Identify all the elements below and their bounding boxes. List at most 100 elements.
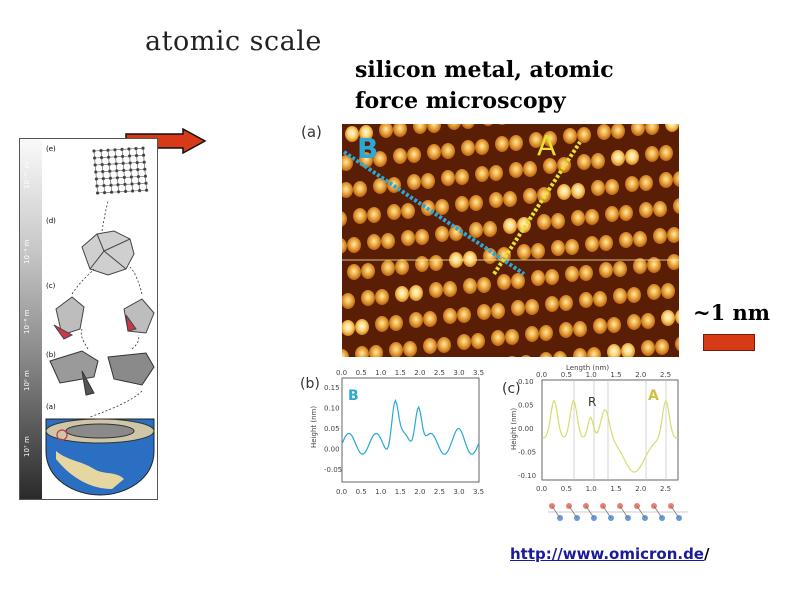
afm-atom: [627, 287, 641, 303]
afm-atom: [645, 124, 659, 135]
afm-atom: [611, 150, 625, 166]
afm-atom: [361, 290, 375, 306]
afm-atom: [355, 346, 369, 357]
afm-atom: [571, 183, 585, 199]
tick-label: 0.05: [324, 425, 340, 433]
tick-label: -0.05: [324, 466, 342, 474]
afm-atom: [641, 313, 655, 329]
afm-atom: [525, 299, 539, 315]
afm-atom: [407, 147, 421, 163]
afm-atom: [675, 336, 679, 352]
tick-label: 0.00: [518, 425, 534, 433]
tick-label: 1.5: [395, 369, 406, 377]
scale-bar-label: ~1 nm: [693, 300, 771, 325]
afm-atom: [673, 198, 679, 214]
scale-label-a: 10⁷ m: [23, 436, 31, 457]
subtitle-line-1: silicon metal, atomic: [355, 57, 614, 83]
rock-fragment-drawing: [53, 296, 155, 340]
plot-c-ylabel: Height (nm): [510, 408, 518, 450]
tick-label: 0.0: [336, 369, 347, 377]
tick-label: 0.5: [561, 485, 572, 493]
afm-atom: [461, 140, 475, 156]
afm-atom: [379, 124, 393, 138]
slide-title: atomic scale: [145, 26, 322, 57]
afm-atom: [353, 208, 367, 224]
afm-atom: [551, 213, 565, 229]
source-link[interactable]: http://www.omicron.de: [510, 545, 704, 563]
afm-atom: [463, 251, 477, 267]
plot-c-frame: [541, 379, 679, 481]
afm-atom: [641, 340, 655, 356]
stage-label-c: (c): [46, 282, 56, 290]
tick-label: 1.0: [586, 485, 597, 493]
afm-atom: [607, 344, 621, 357]
plot-b-ylabel: Height (nm): [310, 406, 318, 448]
afm-atom: [435, 226, 449, 242]
afm-atom: [342, 293, 355, 309]
tick-label: -0.05: [518, 449, 536, 457]
afm-atom: [675, 309, 679, 325]
afm-atom: [395, 286, 409, 302]
afm-atom: [645, 146, 659, 162]
afm-atom: [553, 351, 567, 357]
scale-bar: [703, 334, 755, 351]
stage-label-a: (a): [46, 403, 56, 411]
plot-b-curve: [341, 398, 480, 455]
afm-atom: [593, 291, 607, 307]
source-url-suffix: /: [703, 545, 710, 563]
afm-atom: [557, 184, 571, 200]
afm-atom: [661, 283, 675, 299]
afm-atom: [661, 310, 675, 326]
tick-label: 2.5: [660, 485, 671, 493]
tick-label: 0.10: [518, 378, 534, 386]
afm-atom: [545, 296, 559, 312]
afm-atom: [659, 172, 673, 188]
afm-atom: [355, 319, 369, 335]
afm-atom: [639, 175, 653, 191]
tick-label: 2.0: [635, 485, 646, 493]
stage-label-e: (e): [46, 145, 56, 153]
tick-label: 0.10: [324, 405, 340, 413]
afm-atom: [342, 320, 355, 336]
afm-atom: [359, 125, 373, 141]
line-a-label: A: [537, 129, 556, 162]
afm-atom: [347, 237, 361, 253]
afm-atom: [525, 326, 539, 342]
tick-label: 2.5: [434, 369, 445, 377]
afm-atom: [509, 162, 523, 178]
scale-label-d: 10⁻⁹ m: [23, 239, 31, 264]
afm-atom: [599, 235, 613, 251]
afm-atom: [409, 312, 423, 328]
afm-atom: [489, 165, 503, 181]
afm-atom: [375, 316, 389, 332]
afm-atom: [393, 148, 407, 164]
plot-c-marker-label: R: [588, 395, 596, 409]
afm-atom: [619, 205, 633, 221]
tick-label: 0.0: [536, 371, 547, 379]
afm-atom: [557, 157, 571, 173]
afm-atom: [495, 136, 509, 152]
afm-atom: [511, 300, 525, 316]
afm-atom: [667, 227, 679, 243]
afm-atom: [389, 315, 403, 331]
afm-atom: [667, 254, 679, 270]
tick-label: 1.5: [610, 485, 621, 493]
afm-atom: [587, 347, 601, 357]
afm-atom: [537, 187, 551, 203]
afm-atom: [415, 256, 429, 272]
tick-label: 3.0: [453, 488, 464, 496]
afm-atom: [447, 124, 461, 130]
afm-atom: [597, 124, 611, 140]
tick-label: 3.0: [453, 369, 464, 377]
afm-atom: [441, 170, 455, 186]
afm-atom: [537, 214, 551, 230]
afm-atom: [579, 265, 593, 281]
afm-atom: [573, 321, 587, 337]
profile-line-a: [492, 140, 582, 276]
afm-atom: [545, 269, 559, 285]
afm-atom: [407, 174, 421, 190]
afm-atom: [497, 274, 511, 290]
tick-label: 1.5: [610, 371, 621, 379]
afm-atom: [483, 221, 497, 237]
afm-atom-grid: [342, 124, 679, 357]
